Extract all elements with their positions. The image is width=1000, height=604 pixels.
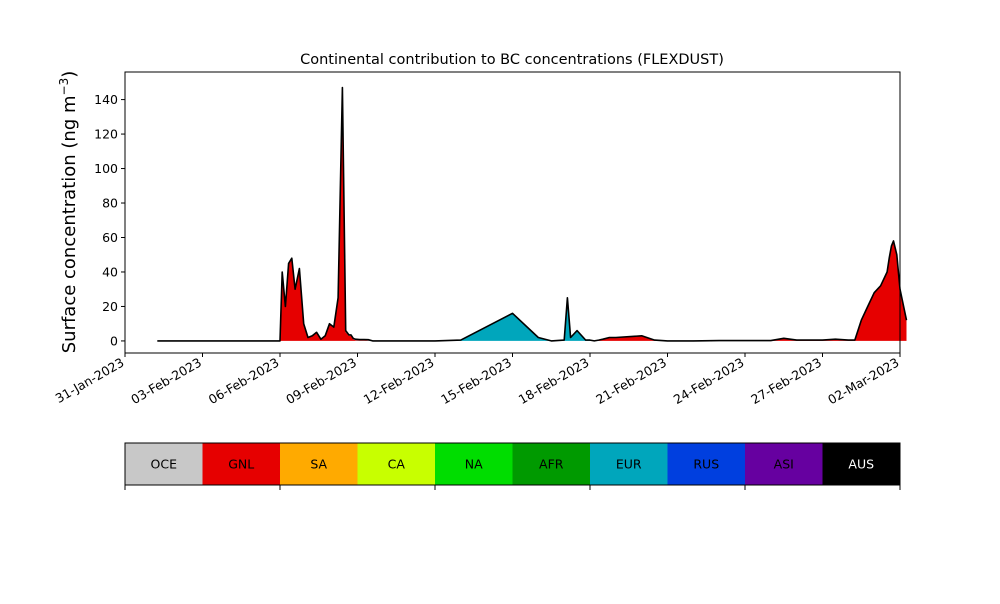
chart-title: Continental contribution to BC concentra… [300,52,724,68]
x-tick-label: 12-Feb-2023 [361,355,437,407]
legend-swatch-oce [125,443,203,485]
legend-label-gnl: GNL [228,457,254,472]
legend-label-ca: CA [388,457,406,472]
x-tick-label: 06-Feb-2023 [206,355,282,407]
legend-label-sa: SA [310,457,327,472]
y-tick-label: 80 [102,196,118,211]
series-layer [157,86,908,342]
y-axis-label-close: ) [59,71,80,78]
legend-swatch-na [435,443,513,485]
legend-swatch-aus [822,443,900,485]
x-tick-label: 24-Feb-2023 [671,355,747,407]
x-tick-label: 21-Feb-2023 [593,355,669,407]
legend-label-rus: RUS [693,457,719,472]
y-tick-label: 140 [94,92,118,107]
legend-label-aus: AUS [848,457,874,472]
x-tick-label: 15-Feb-2023 [438,355,514,407]
x-axis: 31-Jan-2023 03-Feb-2023 06-Feb-2023 09-Feb-… [53,353,902,407]
y-axis-label-exponent: −3 [57,78,71,96]
legend-frame [124,442,901,486]
legend-label-na: NA [465,457,483,472]
legend-label-eur: EUR [616,457,642,472]
legend-swatch-afr [512,443,590,485]
y-axis: 0 20 40 60 80 100 120 140 [94,92,125,348]
legend-label-asi: ASI [774,457,794,472]
y-tick-label: 0 [110,333,118,348]
legend-swatch-asi [745,443,823,485]
y-tick-label: 120 [94,127,118,142]
legend-swatch-sa [280,443,358,485]
x-tick-label: 18-Feb-2023 [516,355,592,407]
area-gnl [157,91,907,341]
x-tick-label: 31-Jan-2023 [53,355,127,406]
plot-frame [124,71,901,354]
legend-label-oce: OCE [151,457,178,472]
x-tick-label: 02-Mar-2023 [825,355,901,408]
y-axis-label-text: Surface concentration (ng m [59,95,80,353]
x-tick-label: 27-Feb-2023 [748,355,824,407]
x-tick-label: 09-Feb-2023 [283,355,359,407]
legend-label-afr: AFR [539,457,564,472]
legend-swatch-rus [667,443,745,485]
colorbar-legend: OCE GNL SA CA NA AFR EUR RUS ASI AUS [124,442,901,490]
y-tick-label: 100 [94,161,118,176]
y-tick-label: 20 [102,299,118,314]
y-tick-label: 40 [102,264,118,279]
total-line [157,86,908,342]
legend-swatch-ca [357,443,435,485]
y-tick-label: 60 [102,230,118,245]
y-axis-label: Surface concentration (ng m−3) [57,71,80,354]
area-eur [157,89,907,341]
x-tick-label: 03-Feb-2023 [128,355,204,407]
legend-swatch-gnl [202,443,280,485]
legend-swatch-eur [590,443,668,485]
area-rus [157,87,907,341]
